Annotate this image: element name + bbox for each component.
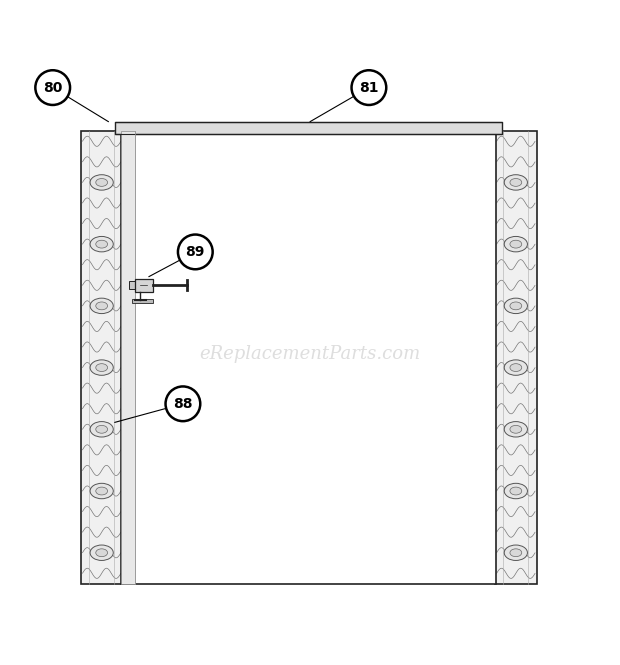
Circle shape (166, 386, 200, 421)
Ellipse shape (510, 178, 522, 186)
Ellipse shape (90, 175, 113, 190)
Bar (495, 131, 537, 584)
Bar (129, 281, 135, 289)
Bar (115, 122, 502, 134)
Ellipse shape (95, 302, 108, 310)
Ellipse shape (510, 426, 522, 433)
Ellipse shape (95, 426, 108, 433)
Ellipse shape (90, 360, 113, 375)
Bar (132, 299, 153, 303)
Circle shape (35, 70, 70, 105)
Ellipse shape (95, 549, 108, 557)
Ellipse shape (504, 237, 528, 252)
Circle shape (178, 235, 213, 269)
Text: 81: 81 (359, 80, 379, 94)
Ellipse shape (510, 240, 522, 248)
Ellipse shape (510, 549, 522, 557)
Ellipse shape (504, 175, 528, 190)
Bar (135, 279, 153, 292)
Ellipse shape (510, 364, 522, 372)
Text: 88: 88 (173, 397, 193, 411)
Ellipse shape (504, 298, 528, 314)
Ellipse shape (510, 302, 522, 310)
Ellipse shape (90, 298, 113, 314)
Ellipse shape (95, 487, 108, 495)
Ellipse shape (95, 364, 108, 372)
Ellipse shape (90, 422, 113, 437)
Bar (121, 131, 135, 584)
Ellipse shape (90, 545, 113, 561)
Ellipse shape (504, 422, 528, 437)
Ellipse shape (90, 237, 113, 252)
Ellipse shape (510, 487, 522, 495)
Ellipse shape (504, 483, 528, 499)
Bar (81, 131, 123, 584)
Text: 89: 89 (185, 245, 205, 259)
Text: 80: 80 (43, 80, 63, 94)
Bar (121, 131, 496, 584)
Ellipse shape (95, 178, 108, 186)
Circle shape (352, 70, 386, 105)
Ellipse shape (90, 483, 113, 499)
Ellipse shape (504, 360, 528, 375)
Ellipse shape (504, 545, 528, 561)
Text: eReplacementParts.com: eReplacementParts.com (200, 345, 420, 363)
Ellipse shape (95, 240, 108, 248)
